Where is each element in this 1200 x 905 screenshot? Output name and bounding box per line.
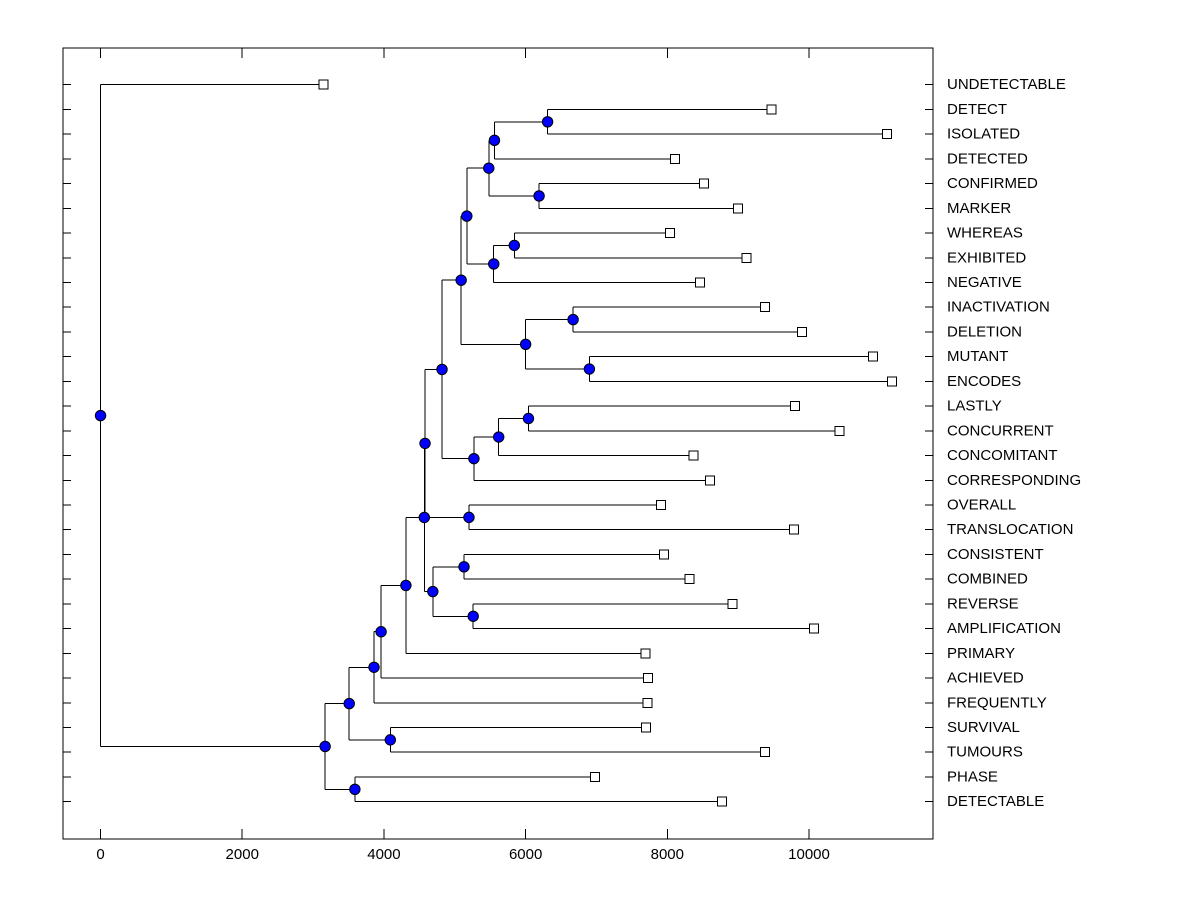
leaf-label: NEGATIVE: [947, 274, 1022, 291]
leaf-label: SURVIVAL: [947, 719, 1020, 736]
leaf-label: CORRESPONDING: [947, 472, 1081, 489]
x-axis-tick-label: 6000: [509, 846, 542, 863]
x-axis-tick-label: 4000: [367, 846, 400, 863]
leaf-marker: [834, 425, 845, 436]
leaf-marker: [760, 747, 771, 758]
leaf-label: FREQUENTLY: [947, 694, 1047, 711]
leaf-label: INACTIVATION: [947, 299, 1050, 316]
x-axis-tick-label: 10000: [788, 846, 830, 863]
leaf-label: CONFIRMED: [947, 175, 1038, 192]
leaf-label: COMBINED: [947, 571, 1028, 588]
leaf-label: EXHIBITED: [947, 249, 1026, 266]
x-axis-tick-label: 8000: [651, 846, 684, 863]
merge-node-marker: [368, 661, 380, 673]
merge-node-marker: [343, 697, 355, 710]
merge-node-marker: [455, 274, 467, 286]
x-axis-tick-label: 0: [96, 846, 104, 863]
x-axis-tick-label: 2000: [226, 846, 259, 863]
leaf-marker: [760, 302, 771, 313]
leaf-label: CONCURRENT: [947, 422, 1054, 439]
leaf-marker: [733, 203, 744, 214]
leaf-marker: [643, 673, 654, 684]
merge-node-marker: [384, 734, 397, 746]
leaf-marker: [867, 351, 878, 362]
merge-node-marker: [567, 313, 579, 326]
leaf-marker: [318, 79, 329, 90]
leaf-marker: [704, 475, 715, 486]
plot-box: [62, 47, 934, 840]
leaf-marker: [641, 722, 652, 733]
merge-node-marker: [493, 431, 505, 443]
leaf-marker: [766, 104, 777, 115]
leaf-label: LASTLY: [947, 398, 1002, 415]
leaf-marker: [688, 450, 699, 461]
leaf-label: DETECTED: [947, 150, 1028, 167]
leaf-label: ACHIEVED: [947, 670, 1024, 687]
leaf-marker: [699, 178, 710, 189]
merge-node-marker: [461, 210, 473, 222]
leaf-label: PRIMARY: [947, 645, 1015, 662]
leaf-label: REVERSE: [947, 595, 1019, 612]
leaf-label: MARKER: [947, 200, 1011, 217]
leaf-marker: [684, 574, 695, 585]
leaf-label: UNDETECTABLE: [947, 76, 1066, 93]
merge-node-marker: [419, 437, 431, 450]
leaf-marker: [716, 796, 727, 807]
merge-node-marker: [458, 561, 470, 573]
merge-node-marker: [436, 363, 448, 376]
leaf-marker: [789, 524, 800, 535]
leaf-marker: [808, 623, 819, 634]
merge-node-marker: [522, 412, 535, 425]
leaf-marker: [655, 500, 666, 511]
merge-node-marker: [541, 116, 554, 128]
leaf-label: DETECTABLE: [947, 793, 1044, 810]
merge-node-marker: [427, 585, 439, 598]
leaf-marker: [665, 228, 676, 239]
merge-node-marker: [375, 626, 387, 638]
leaf-marker: [642, 697, 653, 708]
leaf-label: ENCODES: [947, 373, 1021, 390]
leaf-label: DETECT: [947, 101, 1007, 118]
merge-node-marker: [400, 579, 412, 592]
merge-node-marker: [463, 511, 475, 524]
leaf-marker: [694, 277, 705, 288]
merge-node-marker: [418, 511, 431, 524]
merge-node-marker: [519, 338, 532, 351]
merge-node-marker: [349, 783, 361, 796]
merge-node-marker: [488, 134, 501, 147]
leaf-marker: [789, 401, 800, 412]
leaf-marker: [881, 129, 892, 140]
leaf-label: ISOLATED: [947, 126, 1020, 143]
leaf-marker: [886, 376, 897, 387]
leaf-marker: [741, 252, 752, 263]
leaf-label: WHEREAS: [947, 225, 1023, 242]
merge-node-marker: [533, 190, 545, 202]
merge-node-marker: [508, 239, 520, 252]
merge-node-marker: [94, 409, 107, 422]
leaf-label: AMPLIFICATION: [947, 620, 1061, 637]
leaf-marker: [590, 771, 601, 782]
leaf-marker: [796, 326, 807, 337]
merge-node-marker: [488, 258, 500, 270]
leaf-label: PHASE: [947, 768, 998, 785]
leaf-label: OVERALL: [947, 497, 1016, 514]
leaf-label: DELETION: [947, 323, 1022, 340]
merge-node-marker: [319, 740, 331, 753]
leaf-label: MUTANT: [947, 348, 1008, 365]
leaf-marker: [658, 549, 669, 560]
merge-node-marker: [583, 363, 596, 375]
merge-node-marker: [467, 610, 479, 622]
merge-node-marker: [483, 162, 495, 174]
leaf-marker: [727, 598, 738, 609]
leaf-label: TUMOURS: [947, 744, 1023, 761]
leaf-label: CONCOMITANT: [947, 447, 1058, 464]
leaf-marker: [640, 648, 651, 659]
leaf-marker: [670, 153, 681, 164]
leaf-label: CONSISTENT: [947, 546, 1044, 563]
leaf-label: TRANSLOCATION: [947, 521, 1073, 538]
merge-node-marker: [468, 452, 480, 465]
